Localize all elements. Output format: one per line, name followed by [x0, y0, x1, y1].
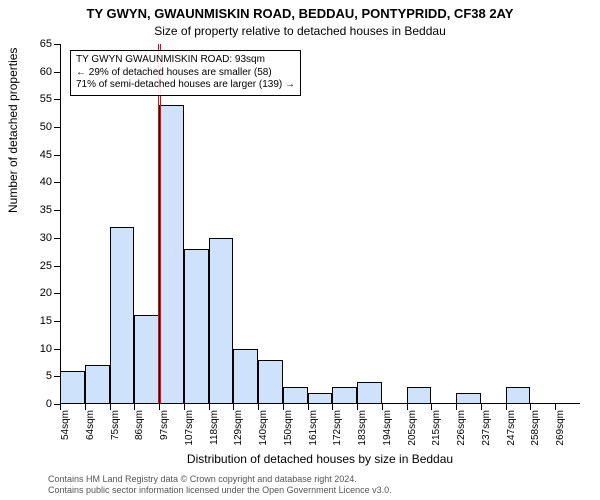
y-tick: [54, 155, 60, 156]
x-tick-label: 118sqm: [209, 410, 220, 445]
histogram-bar: [456, 393, 481, 404]
x-tick-label: 237sqm: [481, 410, 492, 446]
y-tick: [54, 349, 60, 350]
x-tick-label: 247sqm: [506, 410, 517, 446]
y-tick-label: 35: [40, 204, 52, 216]
x-tick-label: 226sqm: [456, 410, 467, 446]
histogram-bar: [308, 393, 333, 404]
marker-line-left: [158, 44, 159, 404]
histogram-bar: [159, 105, 184, 404]
histogram-bar: [60, 371, 85, 404]
y-tick-label: 25: [40, 260, 52, 272]
y-tick-label: 0: [46, 398, 52, 410]
y-tick-label: 10: [40, 343, 52, 355]
y-tick: [54, 210, 60, 211]
y-tick: [54, 182, 60, 183]
histogram-bar: [357, 382, 382, 404]
histogram-bar: [506, 387, 531, 404]
histogram-bar: [110, 227, 135, 404]
histogram-bar: [184, 249, 209, 404]
x-tick-label: 64sqm: [85, 410, 96, 440]
y-tick: [54, 293, 60, 294]
caption: Contains HM Land Registry data © Crown c…: [48, 474, 392, 496]
y-tick: [54, 72, 60, 73]
callout-line: TY GWYN GWAUNMISKIN ROAD: 93sqm: [76, 54, 295, 67]
y-tick-label: 40: [40, 176, 52, 188]
y-tick-label: 45: [40, 149, 52, 161]
y-tick-label: 60: [40, 66, 52, 78]
x-tick-label: 107sqm: [184, 410, 195, 446]
y-tick: [54, 99, 60, 100]
x-tick-label: 129sqm: [233, 410, 244, 446]
chart-container: TY GWYN, GWAUNMISKIN ROAD, BEDDAU, PONTY…: [0, 0, 600, 500]
callout-line: 71% of semi-detached houses are larger (…: [76, 79, 295, 92]
y-axis-label: Number of detached properties: [6, 48, 20, 213]
y-tick-label: 30: [40, 232, 52, 244]
callout-box: TY GWYN GWAUNMISKIN ROAD: 93sqm← 29% of …: [70, 50, 301, 96]
y-tick: [54, 321, 60, 322]
x-tick-label: 172sqm: [332, 410, 343, 446]
x-tick-label: 215sqm: [431, 410, 442, 446]
caption-line-2: Contains public sector information licen…: [48, 485, 392, 496]
histogram-bar: [332, 387, 357, 404]
x-tick-label: 258sqm: [530, 410, 541, 446]
x-tick-label: 75sqm: [110, 410, 121, 440]
histogram-bar: [283, 387, 308, 404]
x-tick-label: 205sqm: [407, 410, 418, 446]
x-tick-label: 183sqm: [357, 410, 368, 446]
y-tick-label: 55: [40, 93, 52, 105]
x-tick-label: 161sqm: [308, 410, 319, 446]
y-tick: [54, 127, 60, 128]
histogram-bar: [209, 238, 234, 404]
x-tick-label: 194sqm: [382, 410, 393, 446]
y-tick-label: 5: [46, 370, 52, 382]
chart-title-main: TY GWYN, GWAUNMISKIN ROAD, BEDDAU, PONTY…: [0, 6, 600, 21]
caption-line-1: Contains HM Land Registry data © Crown c…: [48, 474, 392, 485]
x-tick-label: 140sqm: [258, 410, 269, 446]
y-tick-label: 65: [40, 38, 52, 50]
histogram-bar: [233, 349, 258, 404]
histogram-bar: [85, 365, 110, 404]
x-tick-label: 150sqm: [283, 410, 294, 446]
x-tick-label: 54sqm: [60, 410, 71, 440]
y-tick-label: 20: [40, 287, 52, 299]
x-axis-label: Distribution of detached houses by size …: [60, 452, 580, 466]
x-tick-label: 269sqm: [555, 410, 566, 446]
chart-title-sub: Size of property relative to detached ho…: [0, 24, 600, 38]
y-tick: [54, 44, 60, 45]
y-tick-label: 50: [40, 121, 52, 133]
histogram-bar: [258, 360, 283, 404]
x-tick-label: 97sqm: [159, 410, 170, 440]
y-tick: [54, 376, 60, 377]
y-tick: [54, 266, 60, 267]
bars-layer: [60, 44, 580, 404]
y-tick: [54, 238, 60, 239]
histogram-bar: [407, 387, 432, 404]
plot-area: 05101520253035404550556065 54sqm64sqm75s…: [60, 44, 580, 404]
y-tick-label: 15: [40, 315, 52, 327]
x-tick-label: 86sqm: [134, 410, 145, 440]
callout-line: ← 29% of detached houses are smaller (58…: [76, 67, 295, 80]
histogram-bar: [134, 315, 159, 404]
marker-line-right: [160, 44, 161, 404]
